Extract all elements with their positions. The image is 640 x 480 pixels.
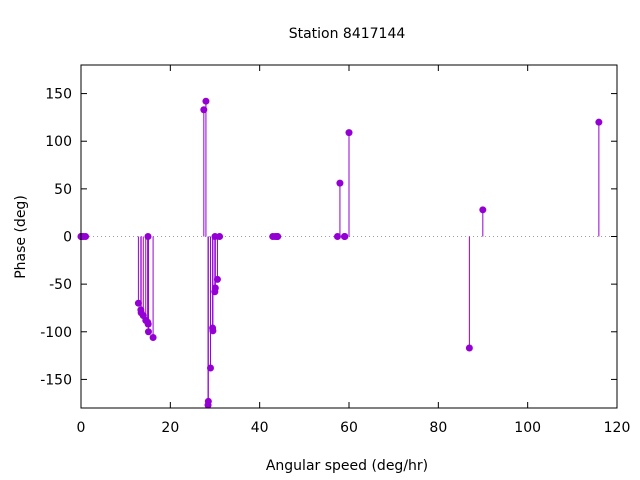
data-point — [345, 129, 353, 137]
axis-ticks: 0 20 40 60 80 100 120 -150 -100 -50 0 50 100 150 — [40, 65, 630, 436]
data-point — [213, 275, 221, 283]
x-tick-label: 40 — [251, 420, 269, 436]
data-point — [134, 299, 142, 307]
data-point — [465, 344, 473, 352]
x-tick-label: 120 — [604, 420, 631, 436]
data-point — [341, 233, 349, 240]
plot-frame — [80, 64, 618, 409]
data-point — [149, 333, 157, 341]
data-point — [206, 364, 214, 372]
data-point — [479, 206, 487, 214]
data-point — [82, 233, 90, 240]
x-tick-label: 100 — [514, 420, 541, 436]
y-tick-label: 0 — [63, 230, 72, 246]
data-point — [274, 233, 282, 240]
data-point — [144, 328, 152, 336]
y-tick-label: 100 — [45, 134, 72, 150]
data-point — [216, 233, 224, 240]
data-point — [202, 97, 210, 105]
x-tick-label: 60 — [340, 420, 358, 436]
chart-title: Station 8417144 — [289, 26, 406, 42]
y-tick-label: 150 — [45, 87, 72, 103]
y-axis-label: Phase (deg) — [13, 195, 29, 279]
data-point — [209, 327, 217, 335]
data-point — [211, 284, 219, 292]
data-point — [204, 397, 212, 405]
x-tick-label: 20 — [161, 420, 179, 436]
x-tick-label: 0 — [77, 420, 86, 436]
x-axis-label: Angular speed (deg/hr) — [266, 458, 428, 474]
y-tick-label: -100 — [40, 325, 72, 341]
y-tick-label: -150 — [40, 372, 72, 388]
y-tick-label: -50 — [49, 277, 72, 293]
data-point — [336, 179, 344, 187]
data-marks — [77, 97, 603, 409]
data-point — [595, 118, 603, 126]
y-tick-label: 50 — [54, 182, 72, 198]
data-point — [333, 233, 341, 240]
x-tick-label: 80 — [429, 420, 447, 436]
